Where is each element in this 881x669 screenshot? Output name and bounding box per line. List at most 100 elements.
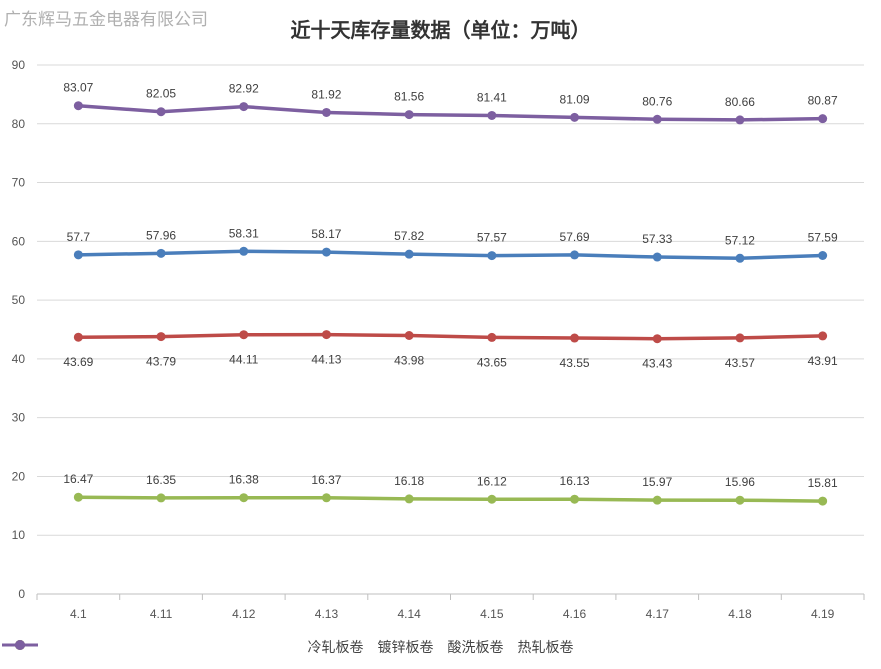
data-point [487,251,497,261]
data-point [735,253,745,263]
data-label: 43.65 [477,355,507,369]
data-point [239,246,249,256]
data-label: 57.59 [808,230,838,244]
data-point [652,114,662,124]
data-label: 57.7 [67,230,91,244]
y-tick-label: 20 [12,469,26,483]
data-point [487,110,497,120]
data-point [73,101,83,111]
data-point [73,332,83,342]
data-point [570,333,580,343]
data-point [570,112,580,122]
data-label: 81.41 [477,90,507,104]
data-point [239,330,249,340]
legend-item: 酸洗板卷 [2,637,504,657]
y-tick-label: 60 [12,234,26,248]
data-label: 43.43 [642,357,672,371]
y-tick-label: 40 [12,352,26,366]
data-label: 16.35 [146,473,176,487]
data-label: 58.17 [311,227,341,241]
y-tick-label: 30 [12,411,26,425]
legend-swatch [2,640,38,650]
data-label: 80.76 [642,94,672,108]
x-tick-label: 4.14 [397,607,421,621]
data-point [735,115,745,125]
data-point [570,494,580,504]
legend-label: 酸洗板卷 [447,640,504,656]
data-point [239,493,249,503]
data-label: 81.92 [311,87,341,101]
data-point [735,333,745,343]
data-label: 57.12 [725,233,755,247]
x-tick-label: 4.18 [728,607,752,621]
data-point [321,493,331,503]
series-line [76,495,825,503]
x-tick-label: 4.12 [232,607,256,621]
y-tick-label: 90 [12,58,26,72]
data-label: 82.05 [146,87,176,101]
data-label: 15.81 [808,476,838,490]
data-label: 15.97 [642,475,672,489]
y-tick-label: 0 [18,587,25,601]
data-label: 57.82 [394,229,424,243]
legend-item: 热轧板卷 [2,637,574,657]
data-label: 44.13 [311,353,341,367]
x-tick-label: 4.15 [480,607,504,621]
legend-item: 镀锌板卷 [2,637,434,657]
data-point [321,247,331,257]
data-label: 43.69 [63,355,93,369]
data-label: 43.57 [725,356,755,370]
series-line [76,249,825,261]
data-point [818,331,828,341]
data-label: 16.18 [394,474,424,488]
data-label: 58.31 [229,226,259,240]
data-label: 15.96 [725,475,755,489]
legend-label: 冷轧板卷 [307,640,364,656]
data-point [73,250,83,260]
data-point [404,494,414,504]
x-tick-label: 4.19 [811,607,835,621]
legend-label: 热轧板卷 [517,640,574,656]
data-label: 80.66 [725,95,755,109]
data-label: 82.92 [229,82,259,96]
data-point [239,102,249,112]
data-point [652,334,662,344]
data-label: 57.96 [146,228,176,242]
data-point [321,330,331,340]
legend-item: 冷轧板卷 [2,637,364,657]
data-label: 16.37 [311,473,341,487]
data-point [404,330,414,340]
data-label: 16.12 [477,474,507,488]
data-point [818,496,828,506]
data-point [818,250,828,260]
chart-legend: 冷轧板卷 镀锌板卷 酸洗板卷 热轧板卷 [0,637,881,657]
data-label: 81.56 [394,90,424,104]
legend-label: 镀锌板卷 [377,640,434,656]
data-label: 16.38 [229,473,259,487]
data-point [156,332,166,342]
data-point [652,252,662,262]
data-label: 57.57 [477,231,507,245]
y-tick-label: 10 [12,528,26,542]
data-point [652,495,662,505]
data-point [156,107,166,117]
y-tick-label: 50 [12,293,26,307]
data-label: 57.33 [642,232,672,246]
data-point [404,249,414,259]
data-point [156,248,166,258]
data-label: 43.98 [394,353,424,367]
data-point [818,114,828,124]
data-point [404,110,414,120]
data-label: 43.91 [808,354,838,368]
data-label: 83.07 [63,81,93,95]
data-point [73,492,83,502]
series-line [76,332,825,341]
series-line [76,103,825,122]
data-point [570,250,580,260]
data-label: 16.13 [560,474,590,488]
data-label: 80.87 [808,94,838,108]
data-label: 81.09 [560,92,590,106]
x-tick-label: 4.11 [150,607,173,621]
chart-title: 近十天库存量数据（单位：万吨） [290,18,591,42]
